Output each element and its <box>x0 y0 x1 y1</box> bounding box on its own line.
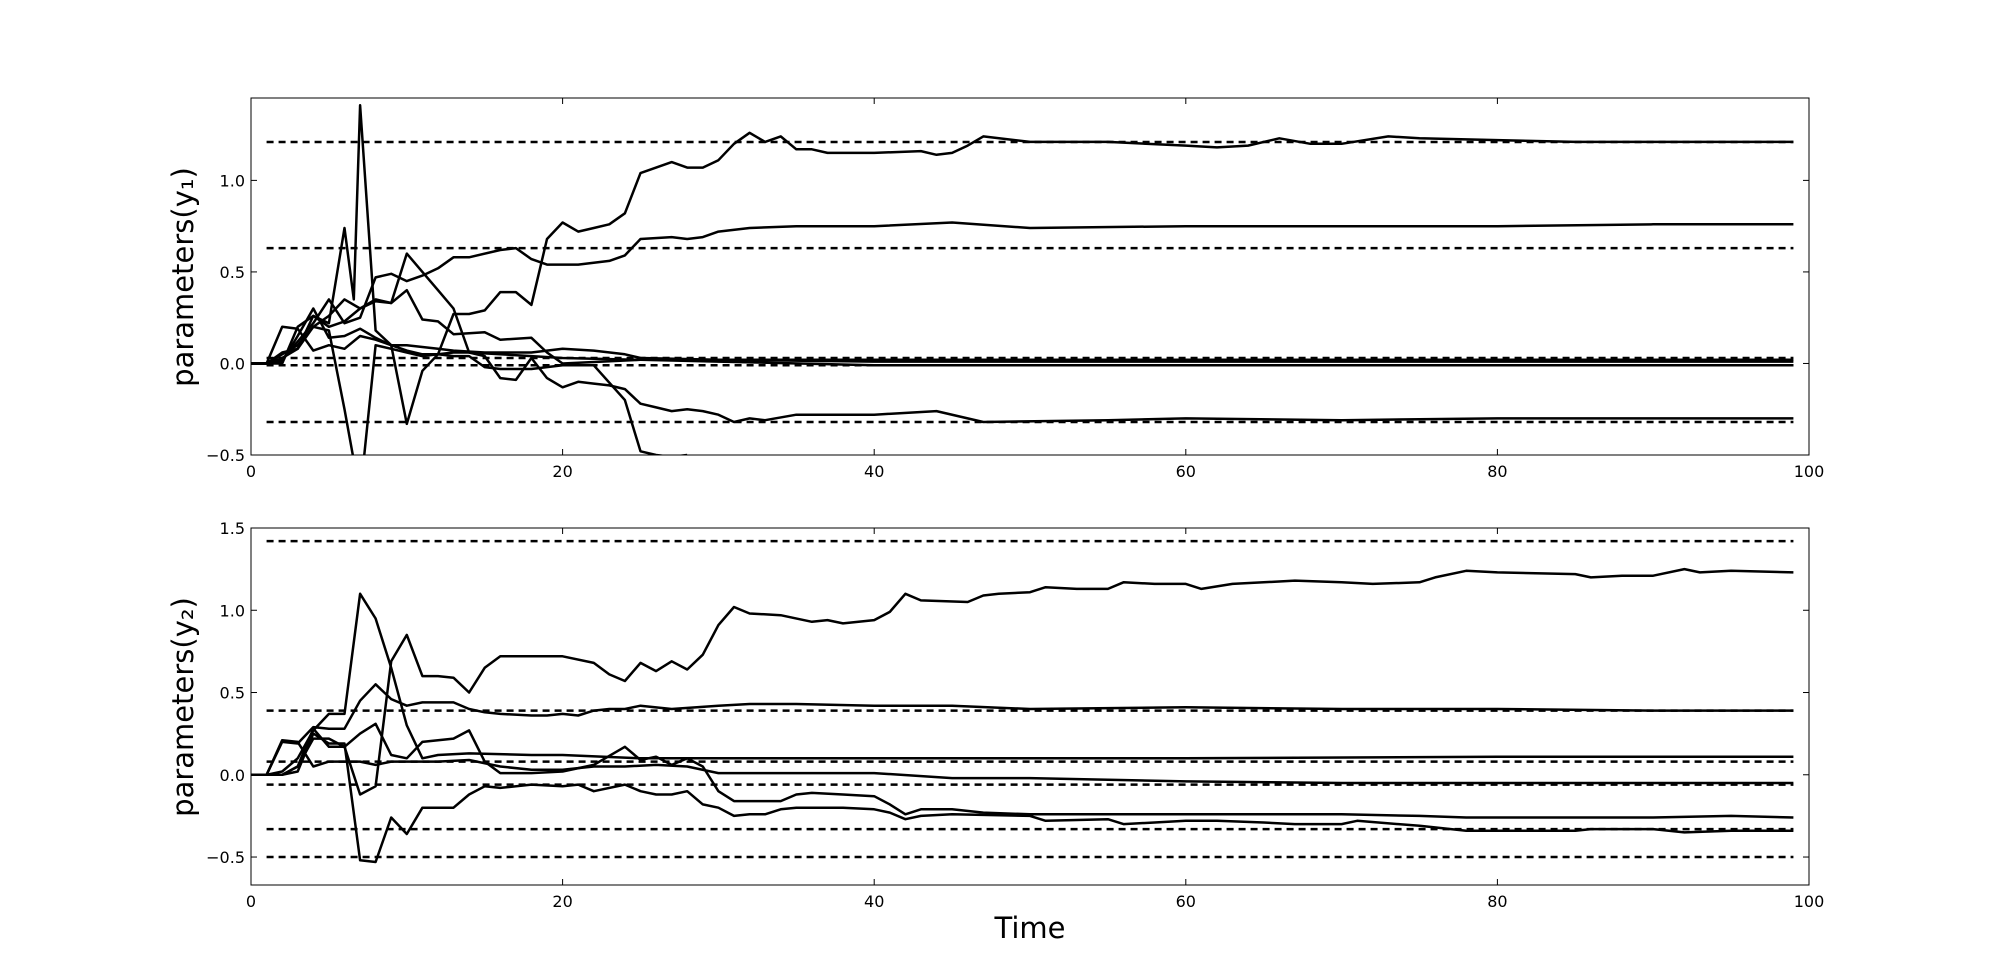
panel-y2-xlabel: Time <box>994 911 1066 945</box>
panel-y2-x-tick-label: 60 <box>1176 892 1196 911</box>
panel-y2-x-tick-label: 0 <box>246 892 256 911</box>
panel-y1-x-ticks: 0 20 40 60 80 100 <box>246 98 1824 481</box>
panel-y2-x-tick-label: 100 <box>1794 892 1825 911</box>
panel-y1-y-ticks: −0.5 0.0 0.5 1.0 <box>206 171 1809 465</box>
panel-y1-series-line-2 <box>251 221 1794 365</box>
panel-y1-x-tick-label: 80 <box>1487 462 1507 481</box>
panel-y2-y-tick-label: 1.0 <box>220 601 245 620</box>
panel-y1-series-line-3 <box>251 252 1794 424</box>
panel-y2-y-tick-label: 0.0 <box>220 766 245 785</box>
panel-y1-y-tick-label: 0.0 <box>220 354 245 373</box>
panel-y1-x-tick-label: 20 <box>552 462 572 481</box>
panel-y2-x-ticks: 0 20 40 60 80 100 <box>246 528 1824 911</box>
panel-y2-series-line-4 <box>251 722 1794 819</box>
panel-y1-series-line-7 <box>251 325 688 455</box>
panel-y2-series-line-2 <box>251 683 1794 777</box>
panel-y2-series-line-3 <box>251 738 1794 785</box>
panel-y1-series-line-6 <box>251 104 1794 426</box>
panel-y1-x-tick-label: 100 <box>1794 462 1825 481</box>
panel-y2-series <box>251 567 1794 864</box>
panel-y1-y-tick-label: −0.5 <box>206 446 245 465</box>
panel-y2-y-tick-label: 0.5 <box>220 684 245 703</box>
panel-y1-reference-lines <box>266 140 1794 424</box>
panel-y1-x-tick-label: 0 <box>246 462 256 481</box>
panel-y1-x-tick-label: 40 <box>864 462 884 481</box>
chart-panel-y2: 0 20 40 60 80 100 −0.5 0.0 0.5 1.0 1.5 parameters… <box>166 519 1824 945</box>
panel-y2-series-line-1 <box>251 592 1794 777</box>
panel-y1-y-tick-label: 0.5 <box>220 263 245 282</box>
panel-y1-plot-frame <box>250 97 1810 456</box>
panel-y2-x-tick-label: 20 <box>552 892 572 911</box>
panel-y2-series-line-5 <box>251 567 1794 796</box>
chart-panel-y1: 0 20 40 60 80 100 −0.5 0.0 0.5 1.0 parameters(y₁… <box>166 97 1824 481</box>
panel-y2-x-tick-label: 40 <box>864 892 884 911</box>
panel-y2-ylabel: parameters(y₂) <box>166 597 200 817</box>
panel-y2-series-line-6 <box>251 732 1794 864</box>
panel-y2-x-tick-label: 80 <box>1487 892 1507 911</box>
panel-y2-plot-frame <box>250 527 1810 886</box>
panel-y1-series <box>251 104 1794 455</box>
panel-y1-series-line-4 <box>251 307 1794 365</box>
panel-y2-y-ticks: −0.5 0.0 0.5 1.0 1.5 <box>206 519 1809 867</box>
panel-y2-y-tick-label: 1.5 <box>220 519 245 538</box>
panel-y2-reference-lines <box>266 539 1794 859</box>
panel-y2-y-tick-label: −0.5 <box>206 848 245 867</box>
panel-y1-y-tick-label: 1.0 <box>220 171 245 190</box>
panel-y1-ylabel: parameters(y₁) <box>166 167 200 387</box>
panel-y1-x-tick-label: 60 <box>1176 462 1196 481</box>
